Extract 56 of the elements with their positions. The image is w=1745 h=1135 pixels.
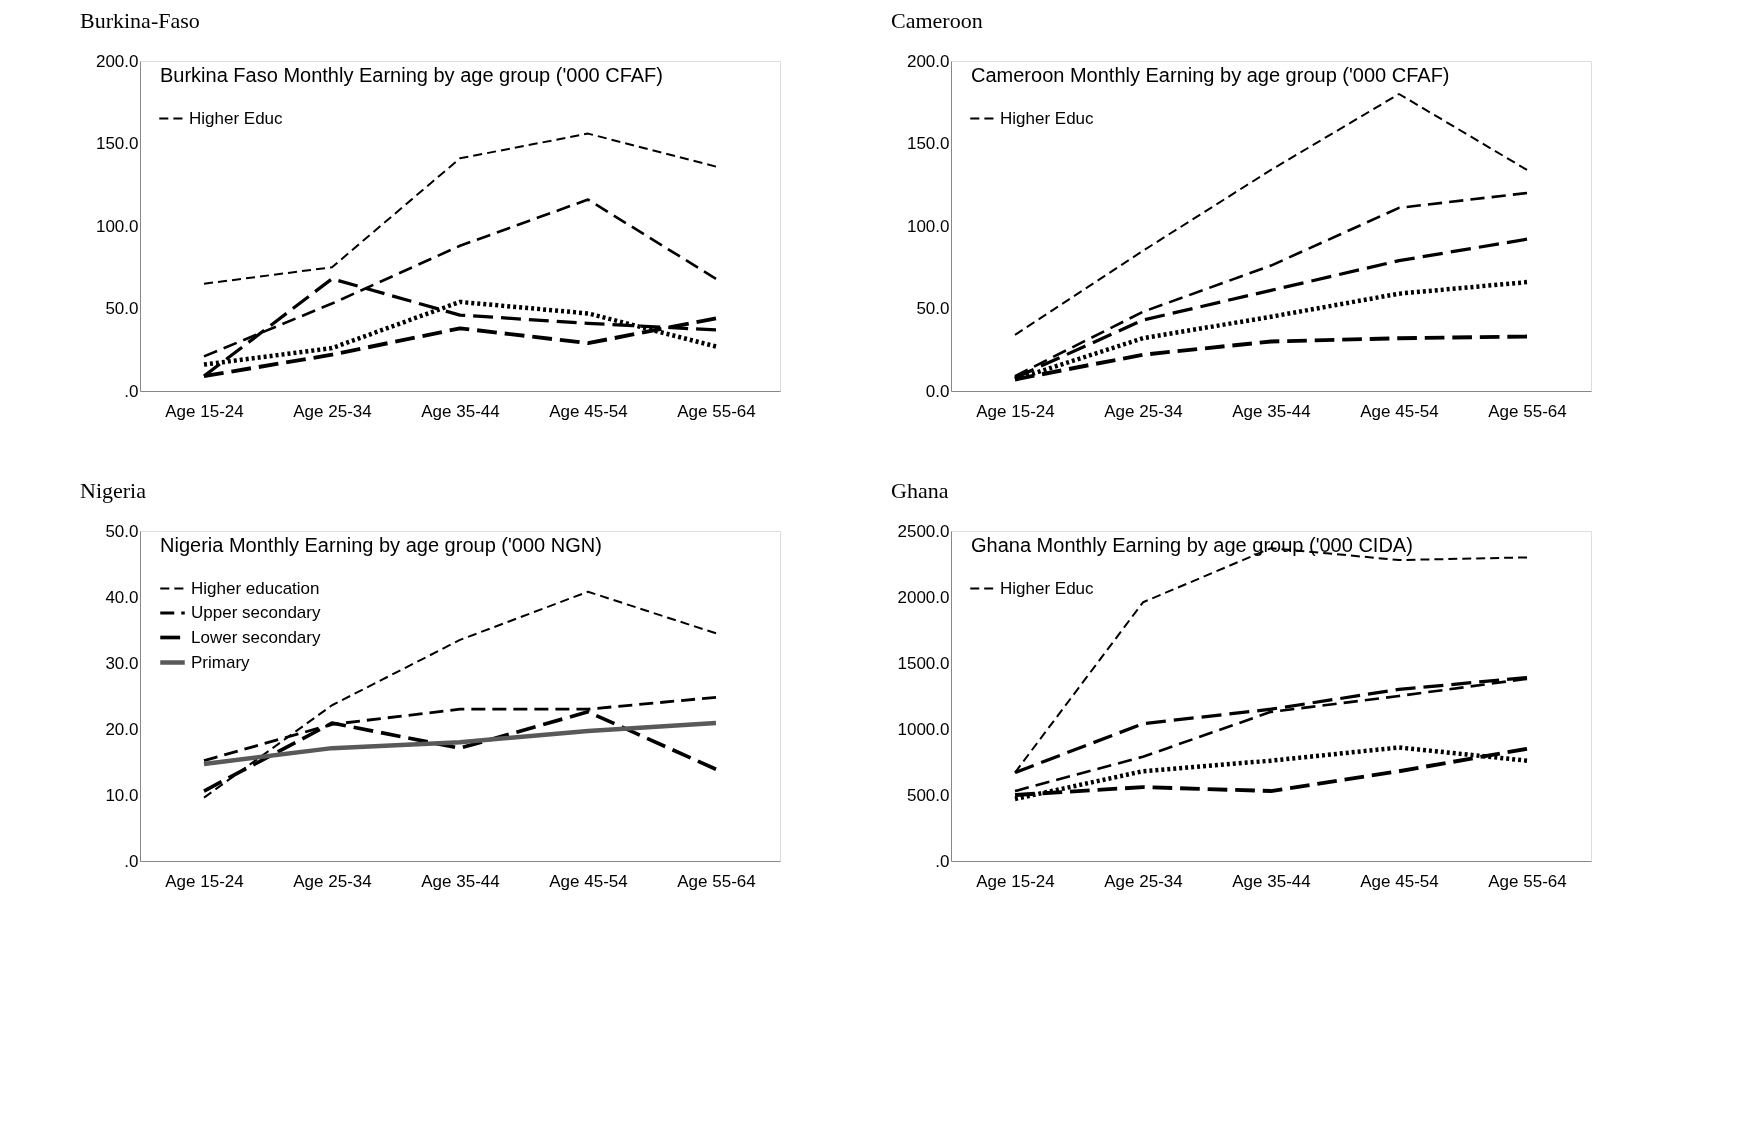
x-tick-label: Age 55-64 [677,871,756,891]
x-tick-label: Age 25-34 [293,871,372,891]
chart-title: Cameroon Monthly Earning by age group ('000 CFAF) [971,64,1450,86]
y-tick-label: 10.0 [105,785,139,805]
text: Cameroon [891,8,983,33]
y-tick-label: 1000.0 [897,719,950,739]
legend-label: Higher Educ [189,108,284,128]
y-tick-label: 0.0 [925,381,950,401]
x-tick-label: Age 55-64 [1488,871,1567,891]
legend-label: Upper secondary [191,603,321,622]
text: Burkina-Faso [80,8,200,33]
legend-label: Primary [191,652,251,672]
y-tick-label: 50.0 [105,521,139,541]
x-tick-label: Age 25-34 [1104,871,1183,891]
y-tick-label: 40.0 [105,587,139,607]
x-tick-label: Age 35-44 [421,401,500,421]
y-tick-label: 1500.0 [897,653,950,673]
legend-label: Lower secondary [191,627,321,647]
y-tick-label: 200.0 [95,51,139,71]
legend-label: Higher Educ [1000,578,1095,598]
x-tick-label: Age 55-64 [677,401,756,421]
x-tick-label: Age 35-44 [421,871,500,891]
x-tick-label: Age 25-34 [1104,401,1183,421]
text: Ghana [891,478,949,503]
x-tick-label: Age 15-24 [165,871,244,891]
y-tick-label: 200.0 [906,51,950,71]
x-tick-label: Age 55-64 [1488,401,1567,421]
x-tick-label: Age 15-24 [976,401,1055,421]
y-tick-label: 150.0 [906,134,950,153]
y-tick-label: 100.0 [906,216,950,236]
x-tick-label: Age 35-44 [1232,401,1311,421]
y-tick-label: 50.0 [105,299,139,318]
y-tick-label: .0 [935,851,950,871]
y-tick-label: 2000.0 [897,587,950,607]
x-tick-label: Age 15-24 [976,871,1055,891]
y-tick-label: 100.0 [95,216,139,236]
chart-title: Nigeria Monthly Earning by age group ('000 NGN) [160,534,602,556]
y-tick-label: 30.0 [105,653,139,673]
y-tick-label: .0 [124,381,139,401]
x-tick-label: Age 25-34 [293,401,372,421]
text: Nigeria [80,478,147,503]
x-tick-label: Age 45-54 [1360,871,1439,891]
y-tick-label: 150.0 [95,134,139,153]
x-tick-label: Age 45-54 [549,401,628,421]
y-tick-label: 500.0 [906,785,950,805]
x-tick-label: Age 35-44 [1232,871,1311,891]
y-tick-label: 2500.0 [897,521,950,541]
x-tick-label: Age 45-54 [1360,401,1439,421]
legend-label: Higher education [191,578,320,598]
x-tick-label: Age 45-54 [549,871,628,891]
y-tick-label: .0 [124,851,139,871]
y-tick-label: 50.0 [916,299,950,318]
x-tick-label: Age 15-24 [165,401,244,421]
chart-title: Burkina Faso Monthly Earning by age group ('000 CFAF) [160,64,663,86]
y-tick-label: 20.0 [105,719,139,739]
legend-label: Higher Educ [1000,108,1095,128]
